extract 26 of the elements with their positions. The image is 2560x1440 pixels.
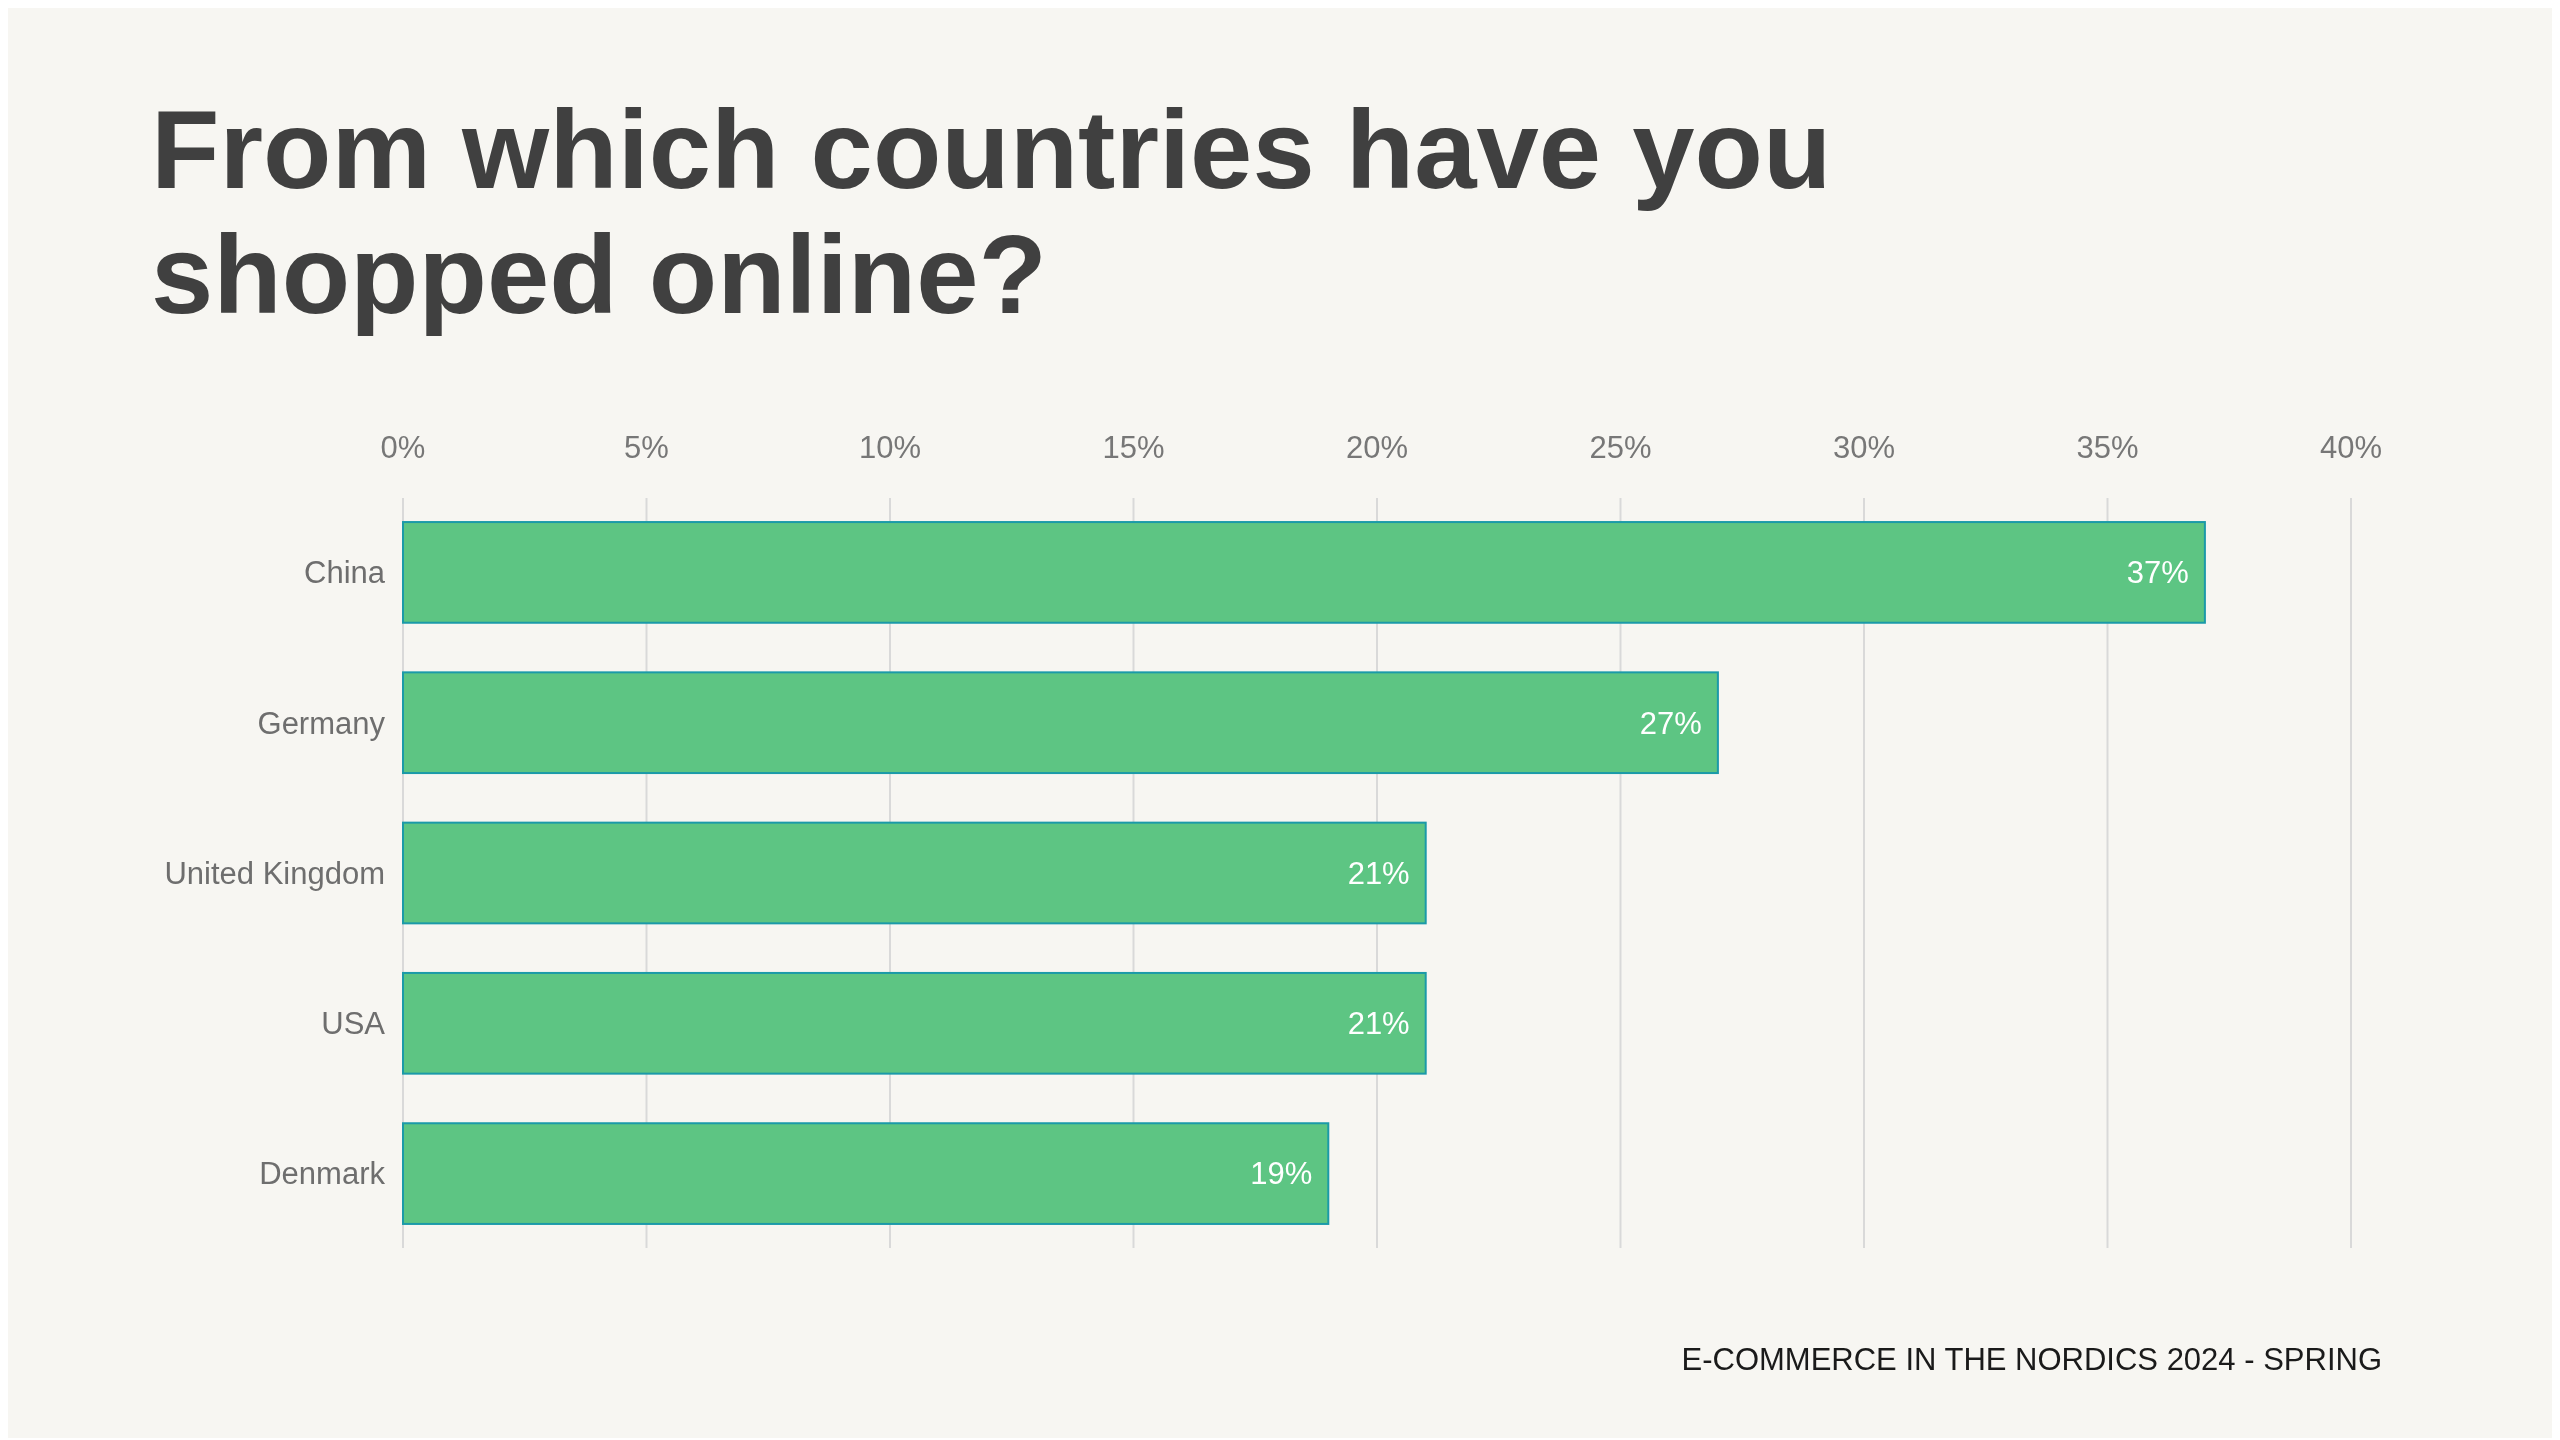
x-tick-label: 30% <box>1832 430 1896 465</box>
y-tick-label: United Kingdom <box>164 855 385 891</box>
x-tick-label: 20% <box>1345 430 1409 465</box>
data-label: 21% <box>1347 1006 1410 1042</box>
x-tick-label: 40% <box>2319 430 2383 465</box>
bar <box>402 521 2206 624</box>
x-tick-label: 35% <box>2076 430 2139 465</box>
data-label: 19% <box>1250 1156 1313 1192</box>
bar <box>402 971 1427 1075</box>
y-tick-label: USA <box>321 1006 386 1042</box>
x-tick-label: 10% <box>858 430 922 465</box>
x-tick-label: 15% <box>1102 430 1165 465</box>
chart-title: From which countries have you shopped online? <box>151 87 1832 337</box>
y-tick-label: Germany <box>257 705 386 741</box>
data-label: 21% <box>1347 855 1410 891</box>
text: E-COMMERCE IN THE NORDICS 2024 - SPRING <box>1681 1342 2382 1377</box>
bar <box>402 821 1427 925</box>
bar <box>402 1122 1330 1225</box>
x-tick-label: 5% <box>624 430 669 465</box>
data-label: 37% <box>2126 555 2189 591</box>
x-tick-label: 25% <box>1589 430 1652 465</box>
y-tick-label: China <box>304 555 386 591</box>
x-tick-label: 0% <box>380 430 426 465</box>
y-tick-label: Denmark <box>259 1156 386 1192</box>
bar <box>402 671 1719 775</box>
data-label: 27% <box>1639 705 1702 741</box>
